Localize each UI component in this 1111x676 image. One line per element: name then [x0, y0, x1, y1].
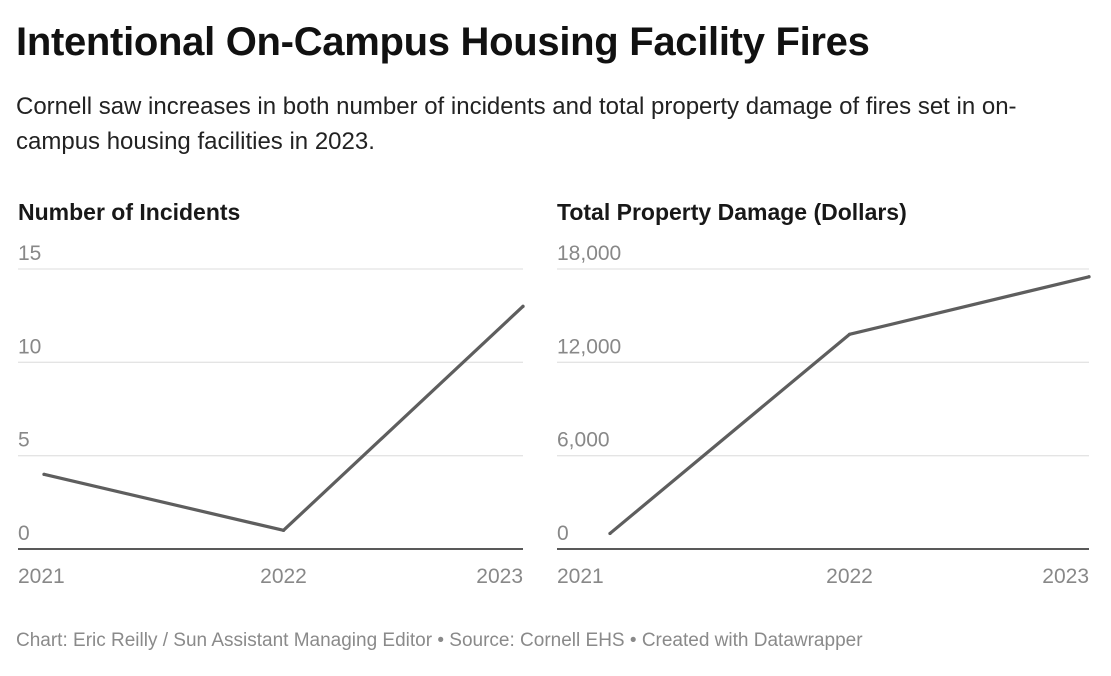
- y-tick-label: 5: [18, 429, 30, 452]
- series-line: [608, 275, 1091, 536]
- y-tick-label: 0: [557, 522, 569, 545]
- data-point: [1087, 275, 1091, 279]
- data-point: [42, 472, 46, 476]
- property-damage-line-chart: 0 6,000 12,000 18,000 2021 2022 2023: [557, 242, 1091, 588]
- damage-panel-title: Total Property Damage (Dollars): [557, 199, 907, 225]
- tool-credit: Created with Datawrapper: [641, 630, 863, 651]
- x-tick-label: 2023: [476, 565, 523, 588]
- x-tick-label: 2021: [18, 565, 65, 588]
- data-point: [847, 332, 852, 336]
- source-credit: Source: Cornell EHS: [449, 630, 625, 651]
- data-point: [281, 528, 286, 532]
- y-tick-label: 12,000: [557, 335, 621, 358]
- incidents-panel-title: Number of Incidents: [18, 199, 241, 225]
- chart-footer: Chart: Eric Reilly / Sun Assistant Manag…: [16, 630, 863, 652]
- x-tick-label: 2022: [826, 565, 873, 588]
- chart-subtitle: Cornell saw increases in both number of …: [16, 93, 1017, 155]
- y-tick-label: 18,000: [557, 242, 621, 265]
- y-tick-label: 6,000: [557, 429, 610, 452]
- chart-title: Intentional On-Campus Housing Facility F…: [16, 20, 870, 64]
- data-point: [521, 304, 525, 308]
- data-point: [608, 531, 612, 536]
- x-tick-label: 2022: [260, 565, 307, 588]
- incidents-line-chart: 0 5 10 15 2021 2022 2023: [18, 242, 525, 588]
- footer-separator: •: [437, 630, 445, 651]
- y-tick-label: 10: [18, 335, 41, 358]
- y-tick-label: 15: [18, 242, 41, 265]
- series-line: [42, 304, 525, 532]
- y-tick-label: 0: [18, 522, 30, 545]
- x-tick-label: 2023: [1042, 565, 1089, 588]
- chart-credit: Chart: Eric Reilly / Sun Assistant Manag…: [16, 630, 433, 651]
- footer-separator: •: [629, 630, 637, 651]
- x-tick-label: 2021: [557, 565, 604, 588]
